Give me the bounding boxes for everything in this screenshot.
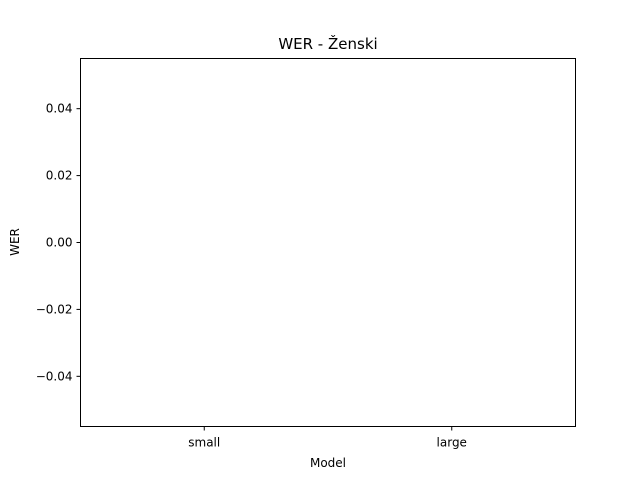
x-tick-label: small (188, 436, 220, 450)
chart-title: WER - Ženski (278, 34, 377, 53)
y-axis-label: WER (8, 228, 22, 256)
y-axis: −0.04 −0.02 0.00 0.02 0.04 (36, 102, 81, 383)
y-tick-label: −0.02 (36, 302, 73, 316)
plot-frame (80, 58, 576, 427)
y-tick-label: −0.04 (36, 369, 73, 383)
x-axis: small large (188, 426, 467, 450)
y-tick-label: 0.04 (46, 102, 73, 116)
x-axis-label: Model (310, 456, 346, 470)
y-tick-label: 0.02 (46, 169, 73, 183)
y-tick-label: 0.00 (46, 236, 73, 250)
x-tick-label: large (437, 436, 467, 450)
